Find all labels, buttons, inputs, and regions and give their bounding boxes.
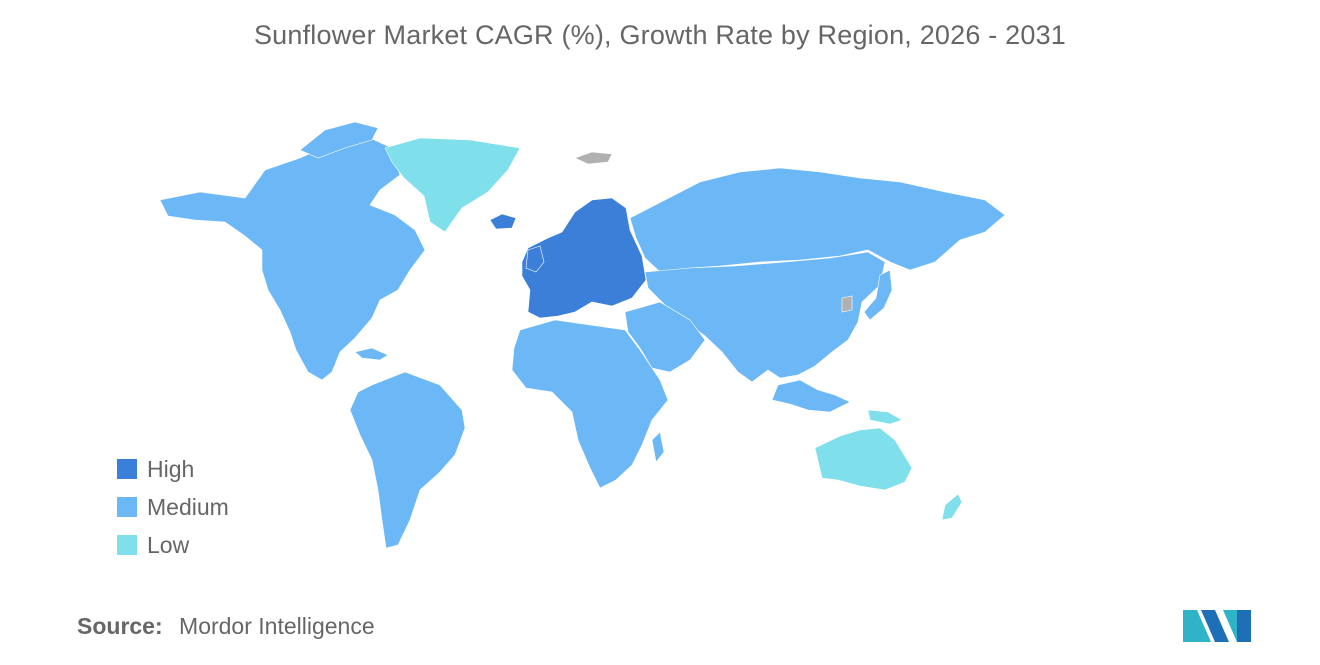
region-south-america <box>349 371 466 549</box>
region-southeast-asia <box>771 379 851 413</box>
mordor-intelligence-logo-icon <box>1183 610 1251 642</box>
region-north-america <box>159 137 426 381</box>
region-europe <box>521 197 647 319</box>
legend-label-medium: Medium <box>147 493 229 520</box>
legend-item-low: Low <box>117 526 229 564</box>
region-iceland <box>489 213 517 230</box>
region-middle-east <box>624 301 706 373</box>
region-japan <box>863 269 893 321</box>
region-madagascar <box>651 431 665 463</box>
legend-swatch-low <box>117 535 137 555</box>
region-russia <box>629 167 1006 273</box>
source-value: Mordor Intelligence <box>179 613 375 639</box>
region-caribbean <box>354 347 389 361</box>
map-legend: High Medium Low <box>117 450 229 564</box>
region-new-zealand <box>941 493 963 521</box>
region-british-isles <box>525 245 545 273</box>
source-line: Source: Mordor Intelligence <box>77 613 375 640</box>
legend-label-high: High <box>147 455 195 482</box>
region-svalbard <box>574 151 613 165</box>
legend-item-high: High <box>117 450 229 488</box>
region-greenland <box>384 137 521 233</box>
map-title: Sunflower Market CAGR (%), Growth Rate b… <box>253 20 1067 50</box>
region-arctic-islands <box>299 121 379 159</box>
legend-swatch-medium <box>117 497 137 517</box>
region-korea <box>841 295 853 313</box>
region-papua-new-guinea <box>867 409 903 425</box>
source-label: Source: <box>77 613 163 639</box>
legend-label-low: Low <box>147 531 190 558</box>
region-australia <box>814 427 913 491</box>
region-africa <box>511 319 669 489</box>
legend-swatch-high <box>117 459 137 479</box>
legend-item-medium: Medium <box>117 488 229 526</box>
